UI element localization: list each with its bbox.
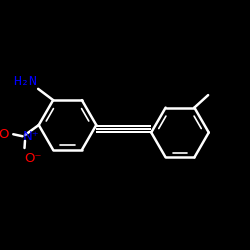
Text: O: O <box>0 128 9 141</box>
Text: O⁻: O⁻ <box>24 152 42 166</box>
Text: N⁺: N⁺ <box>22 130 39 143</box>
Text: H₂N: H₂N <box>13 74 37 88</box>
